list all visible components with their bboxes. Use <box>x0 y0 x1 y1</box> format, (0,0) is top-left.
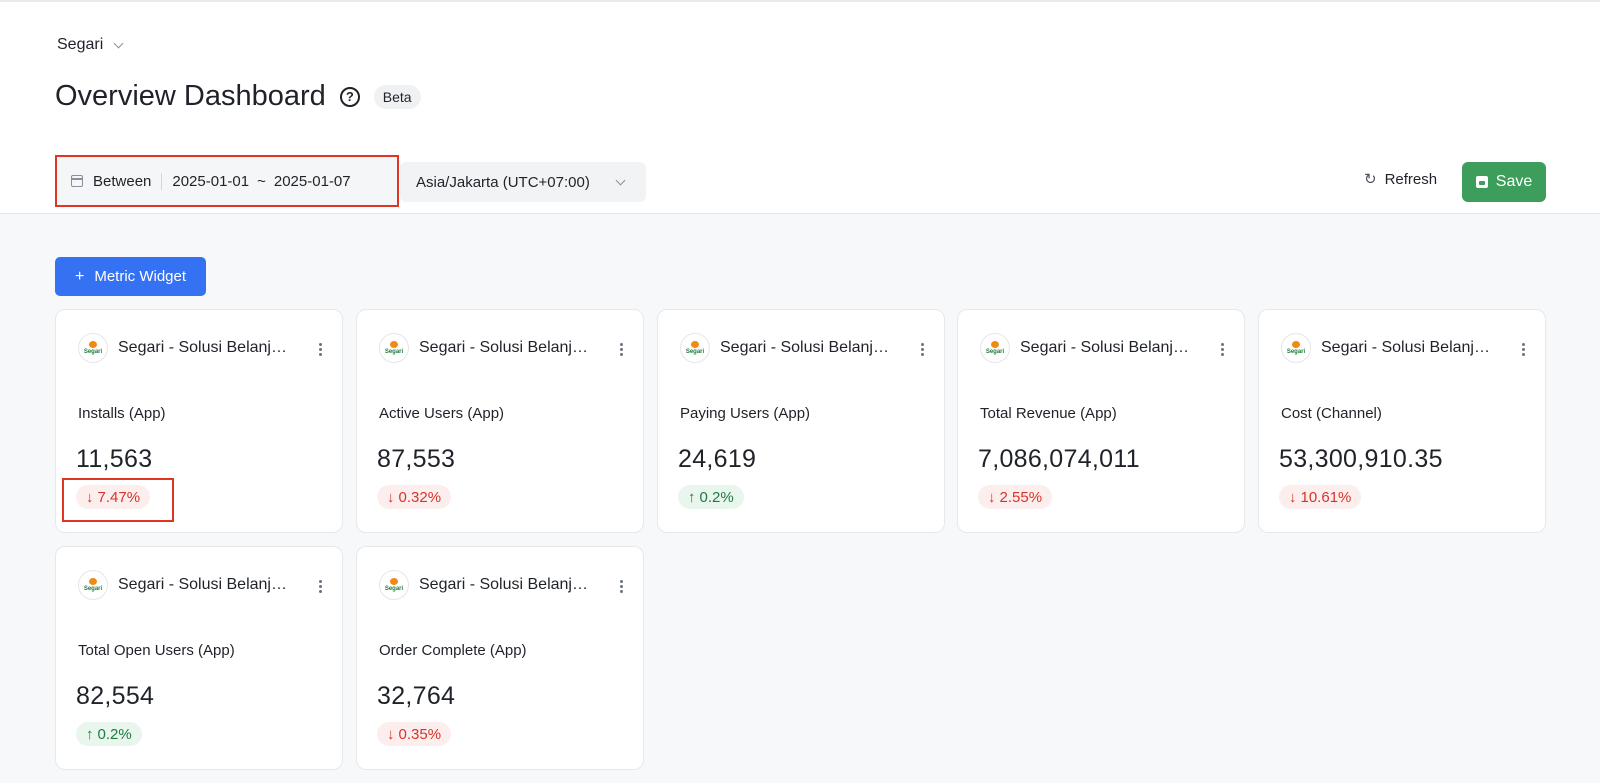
app-logo: Segari <box>78 333 108 363</box>
card-metric-value: 53,300,910.35 <box>1279 445 1443 473</box>
arrow-down-icon: ↓ <box>387 725 395 743</box>
range-mode[interactable]: Between <box>93 172 163 190</box>
refresh-label: Refresh <box>1384 170 1438 188</box>
change-value: 0.35% <box>398 725 442 743</box>
card-metric-name: Total Open Users (App) <box>78 642 235 659</box>
save-button[interactable]: Save <box>1462 162 1546 202</box>
card-app-name: Segari - Solusi Belanja Harian <box>1321 339 1491 356</box>
app-logo: Segari <box>1281 333 1311 363</box>
card-header: Segari Segari - Solusi Belanja Harian <box>379 333 623 363</box>
card-metric-value: 11,563 <box>76 445 153 473</box>
app-switcher-label: Segari <box>57 36 104 53</box>
change-badge: ↓ 7.47% <box>76 485 151 509</box>
card-header: Segari Segari - Solusi Belanja Harian <box>78 333 322 363</box>
chevron-down-icon <box>113 38 124 48</box>
card-header: Segari Segari - Solusi Belanja Harian <box>980 333 1224 363</box>
arrow-down-icon: ↓ <box>1289 488 1297 506</box>
arrow-up-icon: ↑ <box>688 488 696 506</box>
page-title: Overview Dashboard <box>55 80 326 112</box>
card-app-name: Segari - Solusi Belanja Harian <box>419 339 589 356</box>
metric-card[interactable]: Segari Segari - Solusi Belanja Harian Payi… <box>657 309 945 533</box>
metric-card[interactable]: Segari Segari - Solusi Belanja Harian Inst… <box>55 309 343 533</box>
card-header: Segari Segari - Solusi Belanja Harian <box>680 333 924 363</box>
card-app-name: Segari - Solusi Belanja Harian <box>118 576 288 593</box>
more-vertical-icon[interactable] <box>315 578 326 595</box>
start-date[interactable]: 2025-01-01 <box>172 172 250 190</box>
add-metric-widget-button[interactable]: + Metric Widget <box>55 257 206 296</box>
change-badge: ↑ 0.2% <box>76 722 142 746</box>
timezone-select[interactable]: Asia/Jakarta (UTC+07:00) <box>400 162 646 202</box>
metric-card[interactable]: Segari Segari - Solusi Belanja Harian Tota… <box>957 309 1245 533</box>
arrow-down-icon: ↓ <box>988 488 996 506</box>
metric-card[interactable]: Segari Segari - Solusi Belanja Harian Acti… <box>356 309 644 533</box>
change-badge: ↓ 0.32% <box>377 485 452 509</box>
arrow-up-icon: ↑ <box>86 725 94 743</box>
app-logo: Segari <box>680 333 710 363</box>
app-logo: Segari <box>980 333 1010 363</box>
change-value: 7.47% <box>97 488 141 506</box>
app-logo: Segari <box>379 333 409 363</box>
end-date[interactable]: 2025-01-07 <box>273 172 351 190</box>
metric-card[interactable]: Segari Segari - Solusi Belanja Harian Tota… <box>55 546 343 770</box>
card-metric-name: Cost (Channel) <box>1281 405 1382 422</box>
change-value: 10.61% <box>1300 488 1352 506</box>
help-icon[interactable]: ? <box>339 86 360 107</box>
card-header: Segari Segari - Solusi Belanja Harian <box>78 570 322 600</box>
metric-card[interactable]: Segari Segari - Solusi Belanja Harian Orde… <box>356 546 644 770</box>
card-header: Segari Segari - Solusi Belanja Harian <box>1281 333 1525 363</box>
date-separator: ~ <box>257 172 266 190</box>
card-metric-value: 82,554 <box>76 682 155 710</box>
timezone-value: Asia/Jakarta (UTC+07:00) <box>416 173 590 191</box>
add-widget-label: Metric Widget <box>94 268 187 285</box>
card-header: Segari Segari - Solusi Belanja Harian <box>379 570 623 600</box>
card-metric-name: Installs (App) <box>78 405 166 422</box>
title-row: Overview Dashboard ? Beta <box>55 80 421 113</box>
card-metric-value: 32,764 <box>377 682 456 710</box>
more-vertical-icon[interactable] <box>315 341 326 358</box>
arrow-down-icon: ↓ <box>86 488 94 506</box>
change-value: 0.2% <box>97 725 132 743</box>
change-value: 0.2% <box>699 488 734 506</box>
app-logo: Segari <box>379 570 409 600</box>
app-switcher[interactable]: Segari <box>57 36 124 54</box>
more-vertical-icon[interactable] <box>1217 341 1228 358</box>
more-vertical-icon[interactable] <box>1518 341 1529 358</box>
card-metric-value: 24,619 <box>678 445 757 473</box>
card-metric-name: Paying Users (App) <box>680 405 811 422</box>
plus-icon: + <box>74 267 85 285</box>
beta-badge: Beta <box>373 84 421 109</box>
change-badge: ↓ 0.35% <box>377 722 452 746</box>
more-vertical-icon[interactable] <box>917 341 928 358</box>
chevron-down-icon <box>615 175 626 186</box>
card-metric-name: Order Complete (App) <box>379 642 527 659</box>
card-metric-name: Active Users (App) <box>379 405 505 422</box>
floppy-disk-icon <box>1475 176 1488 188</box>
more-vertical-icon[interactable] <box>616 578 627 595</box>
card-metric-value: 87,553 <box>377 445 456 473</box>
change-badge: ↓ 10.61% <box>1279 485 1362 509</box>
arrow-down-icon: ↓ <box>387 488 395 506</box>
card-app-name: Segari - Solusi Belanja Harian <box>118 339 288 356</box>
save-label: Save <box>1495 173 1533 190</box>
date-range-picker[interactable]: Between 2025-01-01 ~ 2025-01-07 <box>55 155 399 207</box>
app-logo: Segari <box>78 570 108 600</box>
card-metric-value: 7,086,074,011 <box>978 445 1140 473</box>
change-value: 0.32% <box>398 488 442 506</box>
card-app-name: Segari - Solusi Belanja Harian <box>720 339 890 356</box>
change-badge: ↓ 2.55% <box>978 485 1053 509</box>
card-metric-name: Total Revenue (App) <box>980 405 1117 422</box>
change-badge: ↑ 0.2% <box>678 485 744 509</box>
header-panel: Segari Overview Dashboard ? Beta Between… <box>0 0 1600 214</box>
refresh-icon: ↻ <box>1364 171 1377 188</box>
card-app-name: Segari - Solusi Belanja Harian <box>1020 339 1190 356</box>
metric-card[interactable]: Segari Segari - Solusi Belanja Harian Cost… <box>1258 309 1546 533</box>
change-value: 2.55% <box>999 488 1043 506</box>
calendar-icon <box>71 175 83 187</box>
card-app-name: Segari - Solusi Belanja Harian <box>419 576 589 593</box>
more-vertical-icon[interactable] <box>616 341 627 358</box>
refresh-button[interactable]: ↻ Refresh <box>1364 170 1438 189</box>
